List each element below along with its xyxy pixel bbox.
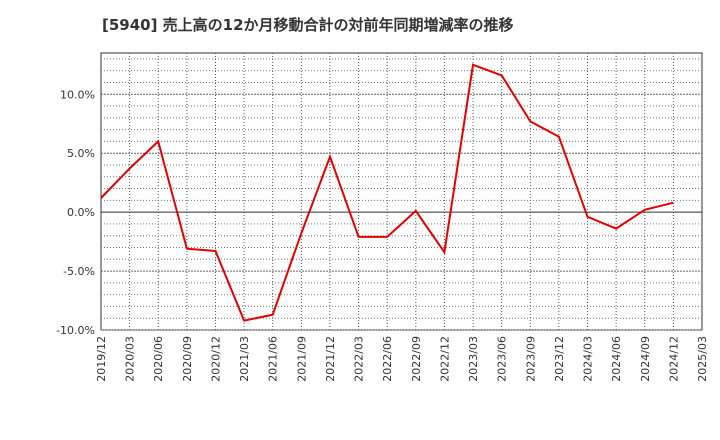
x-tick-label: 2022/09 <box>410 336 423 382</box>
x-tick-label: 2021/03 <box>238 336 251 382</box>
x-tick-label: 2024/03 <box>582 336 595 382</box>
x-tick-label: 2020/09 <box>181 336 194 382</box>
x-tick-label: 2021/06 <box>267 336 280 382</box>
x-axis: 2019/12 2020/03 2020/06 2020/09 2020/12 2021/… <box>95 336 709 382</box>
y-tick-label: 5.0% <box>67 147 95 160</box>
x-tick-label: 2025/03 <box>696 336 709 382</box>
y-axis: -10.0% -5.0% 0.0% 5.0% 10.0% <box>56 88 95 337</box>
x-tick-label: 2024/12 <box>667 336 680 382</box>
x-tick-label: 2022/06 <box>381 336 394 382</box>
x-tick-label: 2023/09 <box>524 336 537 382</box>
y-tick-label: -5.0% <box>63 265 95 278</box>
x-tick-label: 2024/09 <box>639 336 652 382</box>
series-line <box>100 63 674 322</box>
x-tick-label: 2023/12 <box>553 336 566 382</box>
y-tick-label: -10.0% <box>56 324 95 337</box>
chart-title: [5940] 売上高の12か月移動合計の対前年同期増減率の推移 <box>102 16 514 34</box>
x-tick-label: 2023/06 <box>496 336 509 382</box>
x-tick-label: 2020/12 <box>209 336 222 382</box>
x-tick-label: 2021/12 <box>324 336 337 382</box>
y-tick-label: 10.0% <box>60 88 95 101</box>
x-tick-label: 2022/12 <box>438 336 451 382</box>
y-tick-label: 0.0% <box>67 206 95 219</box>
plot-area <box>100 52 703 331</box>
x-tick-label: 2024/06 <box>610 336 623 382</box>
x-tick-label: 2020/03 <box>124 336 137 382</box>
series-group <box>100 63 674 322</box>
grid-lines <box>101 53 702 331</box>
x-tick-label: 2020/06 <box>152 336 165 382</box>
x-tick-label: 2022/03 <box>353 336 366 382</box>
x-tick-label: 2019/12 <box>95 336 108 382</box>
x-tick-label: 2021/09 <box>295 336 308 382</box>
x-tick-label: 2023/03 <box>467 336 480 382</box>
